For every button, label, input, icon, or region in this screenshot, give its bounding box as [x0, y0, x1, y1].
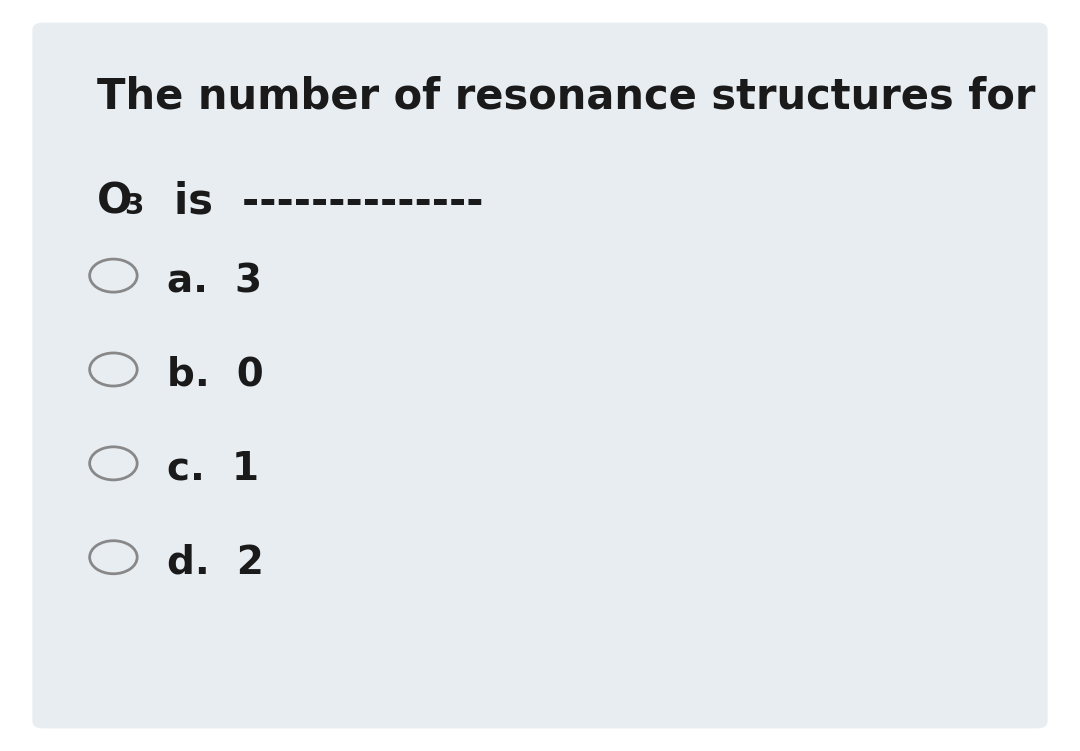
FancyBboxPatch shape [32, 23, 1048, 728]
Text: c.  1: c. 1 [167, 450, 259, 488]
Text: O: O [97, 180, 133, 222]
Text: a.  3: a. 3 [167, 262, 262, 300]
Text: is  --------------: is -------------- [145, 180, 483, 222]
Circle shape [90, 353, 137, 386]
Circle shape [90, 541, 137, 574]
Text: d.  2: d. 2 [167, 544, 265, 582]
Text: 3: 3 [124, 192, 144, 220]
Circle shape [90, 259, 137, 292]
Text: The number of resonance structures for: The number of resonance structures for [97, 75, 1036, 117]
Circle shape [90, 447, 137, 480]
Text: b.  0: b. 0 [167, 356, 265, 394]
